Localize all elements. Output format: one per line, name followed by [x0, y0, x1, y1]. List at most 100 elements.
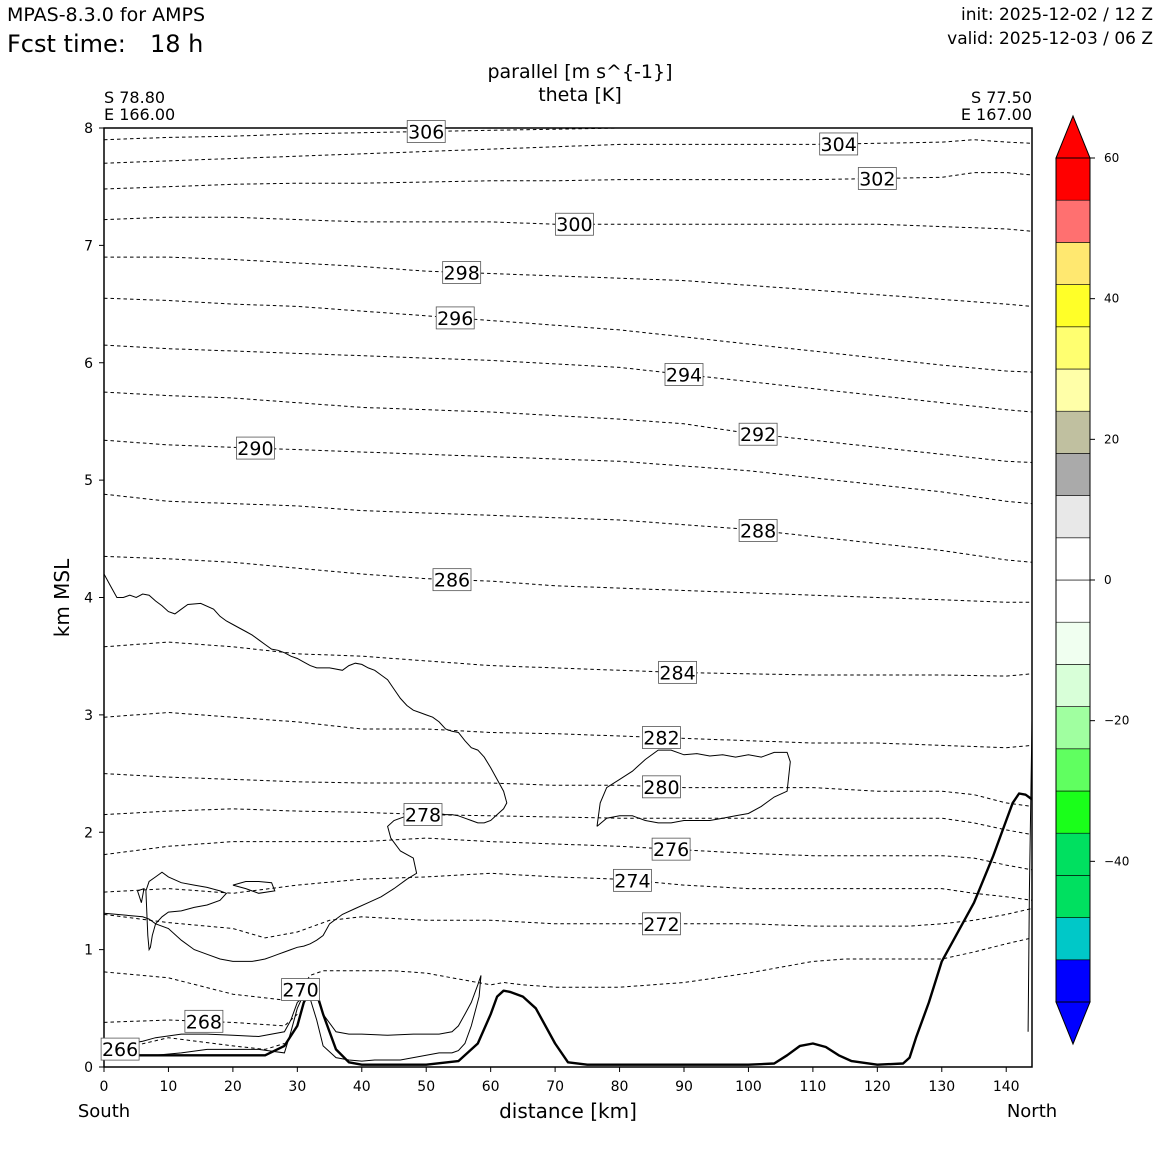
colorbar-segment [1055, 621, 1091, 665]
colorbar-segment [1055, 157, 1091, 201]
colorbar-segment [1055, 748, 1091, 792]
theta-contour-284 [104, 641, 1032, 677]
left-end-lat: S 78.80 [104, 88, 165, 107]
wind-zero-contours [104, 573, 1032, 1062]
theta-label-274: 274 [613, 868, 652, 892]
theta-contour-280 [104, 773, 1032, 807]
theta-label-282: 282 [642, 726, 681, 750]
svg-text:270: 270 [282, 980, 318, 1002]
model-title: MPAS-8.3.0 for AMPS [7, 4, 206, 26]
colorbar-segment [1055, 790, 1091, 834]
theta-label-276: 276 [651, 837, 691, 861]
colorbar-tick-label: −40 [1104, 854, 1129, 868]
theta-label-272: 272 [642, 912, 681, 936]
chart-title-line1: parallel [m s^{-1}] [487, 61, 672, 83]
svg-text:290: 290 [237, 438, 273, 460]
theta-label-286: 286 [432, 568, 472, 592]
theta-contour-290 [104, 439, 1032, 505]
svg-text:280: 280 [643, 777, 679, 799]
colorbar-tick-label: 20 [1104, 432, 1119, 446]
x-tick-label: 0 [100, 1079, 109, 1095]
y-tick-label: 7 [84, 238, 93, 254]
north-label: North [1007, 1101, 1057, 1122]
svg-text:276: 276 [653, 839, 689, 861]
x-tick-label: 70 [546, 1079, 564, 1095]
theta-contour-294 [104, 344, 1032, 413]
x-tick-label: 110 [800, 1079, 827, 1095]
svg-text:282: 282 [643, 728, 679, 750]
left-end-lon: E 166.00 [104, 105, 175, 124]
theta-contour-274 [104, 872, 1032, 901]
svg-text:284: 284 [659, 662, 695, 684]
theta-contours [104, 128, 1032, 1054]
wind-zero-contour [104, 975, 482, 1062]
chart-title-line2: theta [K] [538, 84, 622, 106]
theta-label-296: 296 [435, 306, 475, 330]
colorbar-under-arrow [1055, 1001, 1091, 1046]
theta-contour-298 [104, 256, 1032, 307]
theta-contour-270 [104, 937, 1032, 1001]
colorbar-segment [1055, 199, 1091, 243]
terrain [104, 792, 1032, 1066]
theta-label-278: 278 [403, 803, 443, 827]
theta-label-284: 284 [658, 660, 697, 684]
init-time: init: 2025-12-02 / 12 Z [960, 5, 1153, 25]
wind-zero-contour [596, 749, 791, 827]
colorbar-segment [1055, 917, 1091, 961]
y-tick-label: 6 [84, 356, 93, 372]
x-tick-label: 10 [160, 1079, 178, 1095]
x-tick-label: 100 [735, 1079, 762, 1095]
y-tick-label: 2 [84, 825, 93, 841]
colorbar-segment [1055, 664, 1091, 707]
svg-text:278: 278 [405, 805, 441, 827]
theta-label-298: 298 [442, 261, 482, 284]
x-tick-label: 140 [993, 1079, 1020, 1095]
theta-contour-272 [104, 908, 1032, 939]
colorbar-tick-label: −20 [1104, 714, 1129, 728]
y-tick-label: 5 [84, 473, 93, 489]
svg-text:296: 296 [437, 308, 473, 330]
x-tick-label: 120 [864, 1079, 891, 1095]
x-tick-label: 60 [482, 1079, 500, 1095]
y-tick-label: 0 [84, 1060, 93, 1076]
svg-text:300: 300 [556, 214, 592, 236]
theta-contour-306 [104, 128, 620, 141]
colorbar-over-arrow [1055, 114, 1091, 159]
theta-label-270: 270 [281, 978, 320, 1002]
svg-text:306: 306 [408, 122, 444, 144]
right-end-lat: S 77.50 [971, 88, 1032, 107]
theta-label-300: 300 [555, 212, 594, 236]
wind-zero-contour [137, 887, 145, 903]
x-tick-label: 90 [675, 1079, 693, 1095]
theta-label-280: 280 [642, 775, 681, 799]
axis-ticks: 0 10 20 30 40 50 60 70 80 90 100 110 120 130 140 0 1 2 3 4 5… [84, 121, 1020, 1095]
theta-label-302: 302 [857, 167, 897, 190]
wind-zero-contour [232, 881, 276, 894]
svg-text:292: 292 [740, 424, 776, 446]
colorbar-segment [1055, 326, 1091, 370]
theta-label-288: 288 [738, 519, 778, 542]
theta-contour-288 [104, 493, 1032, 563]
svg-text:268: 268 [186, 1011, 222, 1033]
wind-zero-contour [104, 573, 508, 962]
x-tick-label: 130 [928, 1079, 955, 1095]
forecast-time-label: Fcst time: [7, 30, 126, 58]
theta-label-268: 268 [184, 1009, 224, 1033]
wind-zero-contour [145, 871, 228, 952]
theta-contour-296 [104, 297, 1032, 373]
theta-contour-304 [104, 139, 1032, 164]
svg-text:266: 266 [102, 1039, 138, 1061]
colorbar-segment [1055, 495, 1091, 539]
y-axis-label: km MSL [50, 558, 74, 637]
svg-text:286: 286 [434, 570, 470, 592]
colorbar-segment [1055, 706, 1091, 750]
colorbar: 60 40 20 0 −20 −40 [1055, 114, 1129, 1046]
theta-contour-278 [104, 808, 1032, 836]
colorbar-tick-label: 0 [1104, 573, 1112, 587]
y-tick-label: 1 [84, 943, 93, 959]
theta-contour-292 [104, 391, 1032, 463]
wind-zero-contour [1027, 720, 1032, 1032]
svg-text:288: 288 [740, 520, 776, 542]
colorbar-segment [1055, 368, 1091, 412]
